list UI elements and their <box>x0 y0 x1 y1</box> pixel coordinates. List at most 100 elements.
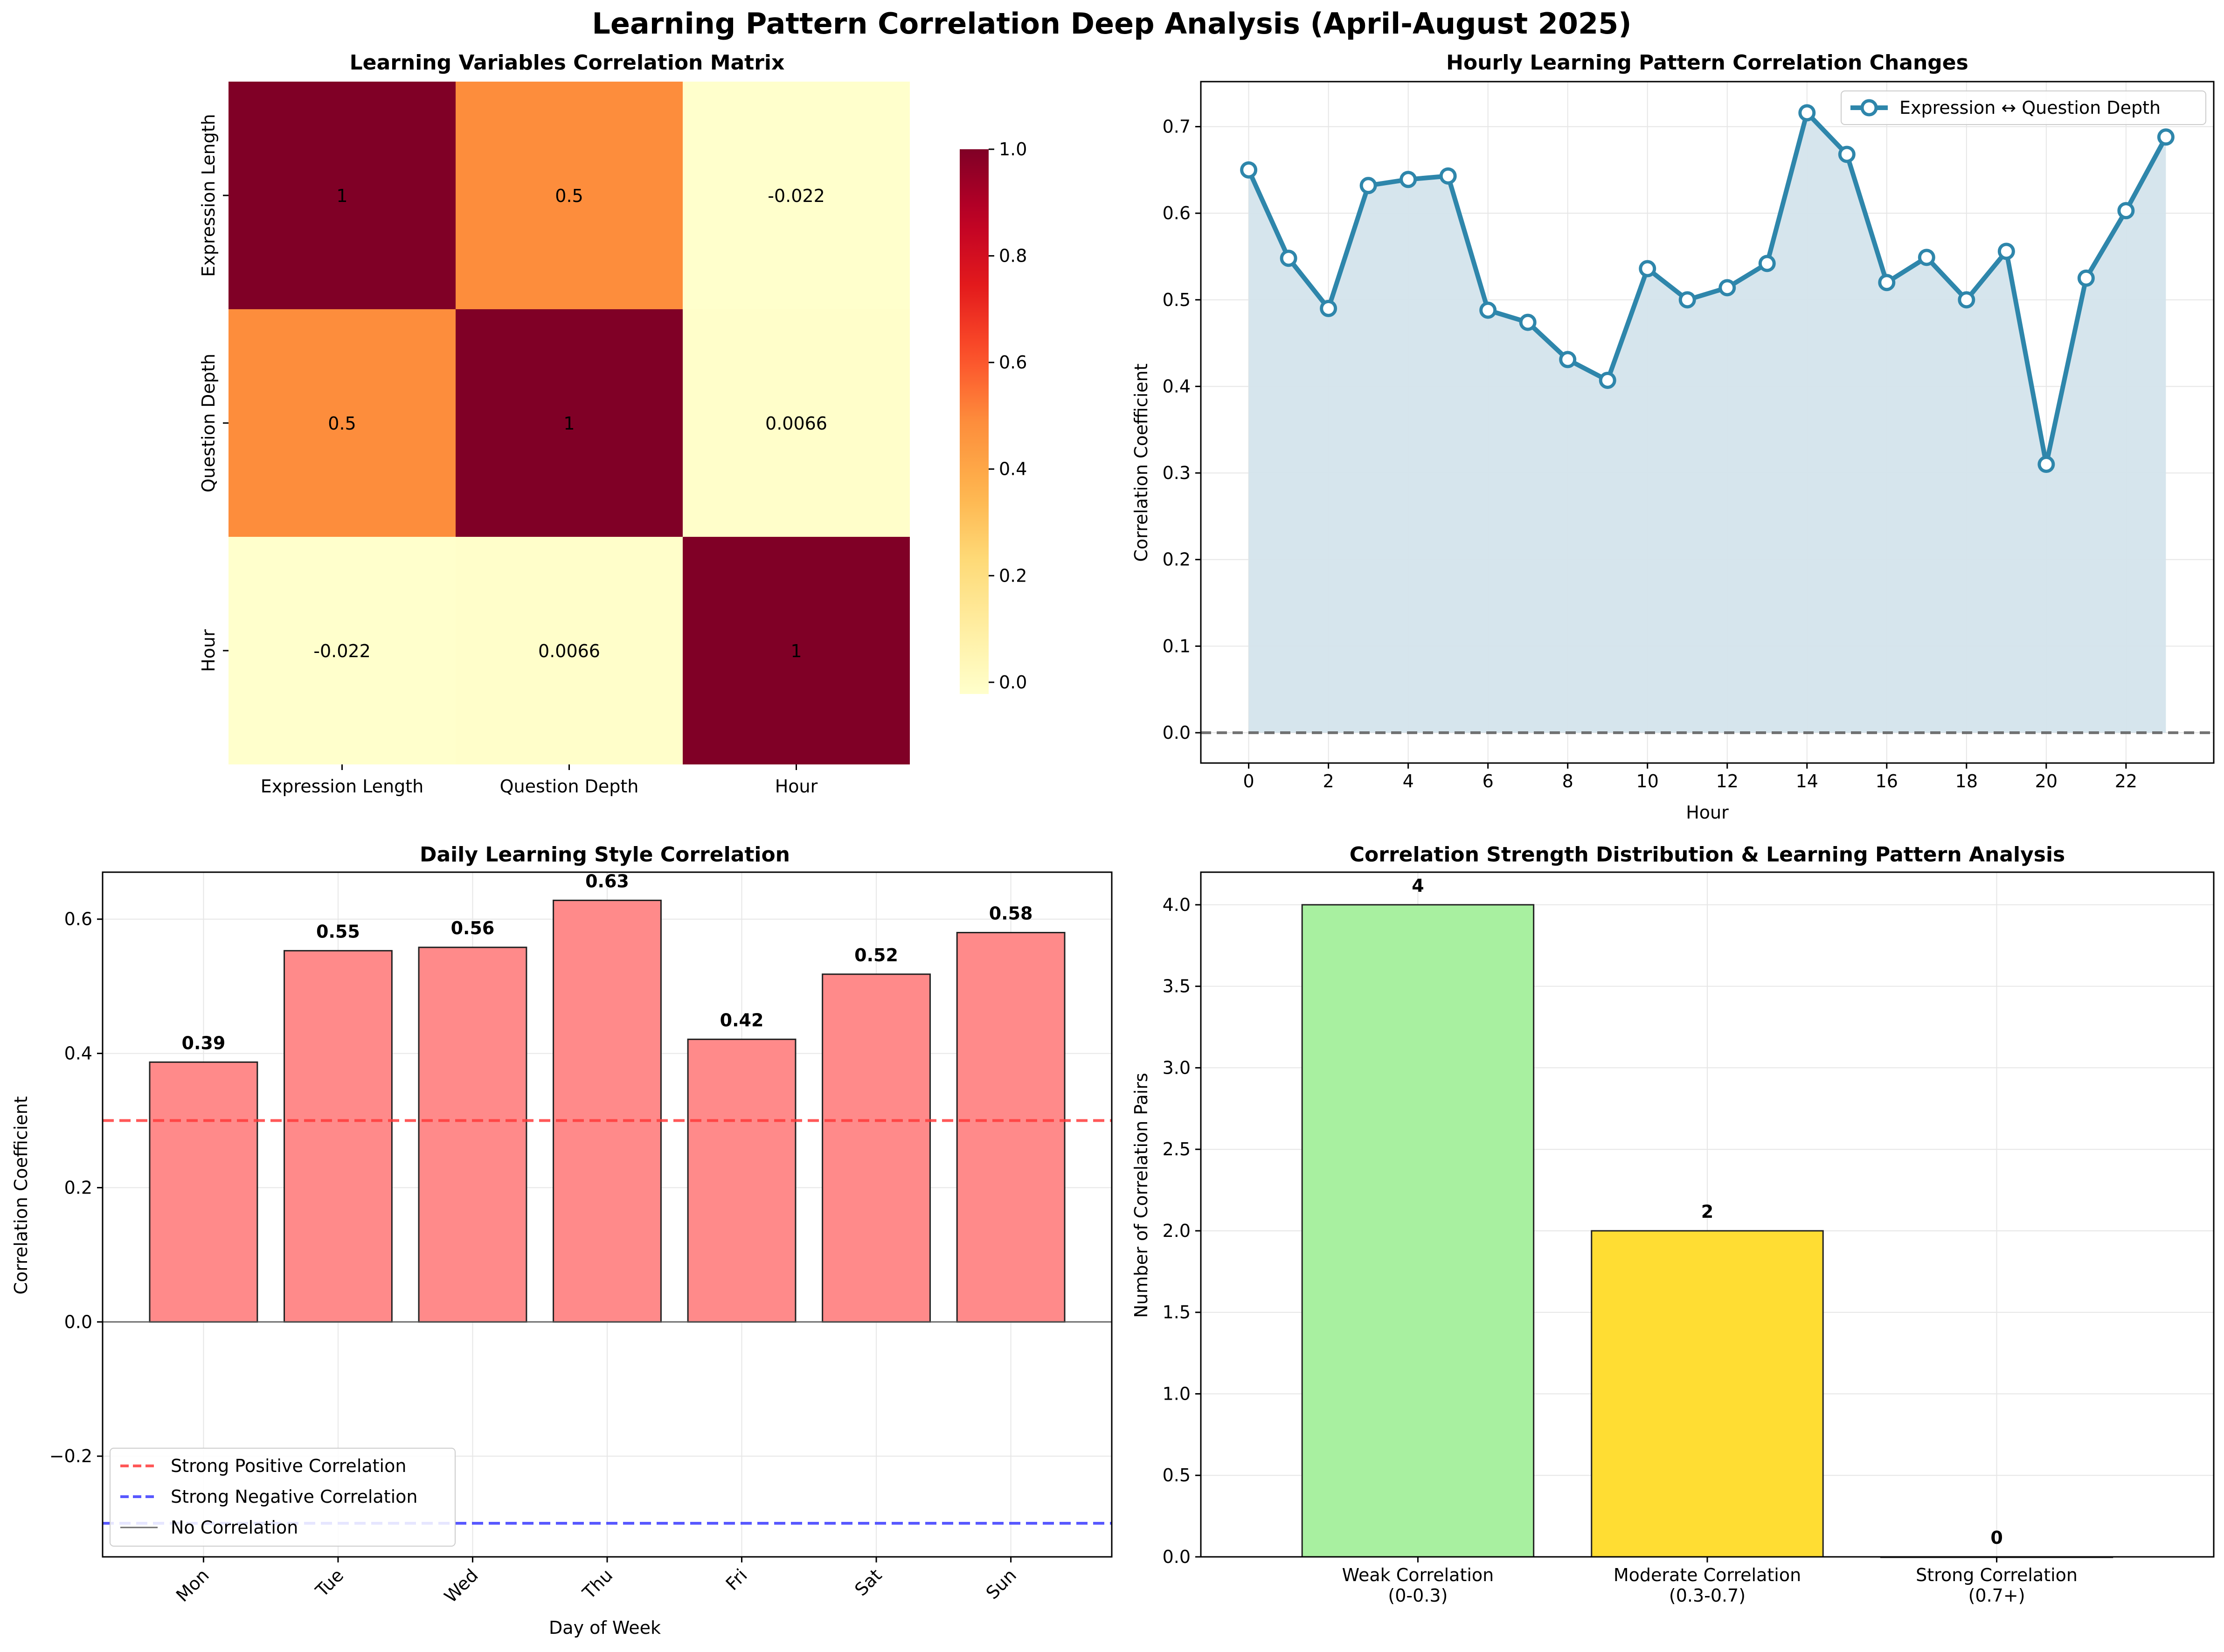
daily-value-label: 0.56 <box>451 918 495 938</box>
hourly-x-tick-label: 20 <box>2035 771 2058 791</box>
hourly-area-fill <box>1248 112 2166 733</box>
daily-value-label: 0.58 <box>989 903 1033 924</box>
heatmap-cell-label: 1 <box>790 641 802 661</box>
strength-x-tick-label: (0.7+) <box>1968 1585 2025 1606</box>
heatmap-cell-label: 0.5 <box>555 186 583 206</box>
colorbar-bar <box>960 149 989 694</box>
strength-x-tick-label: Strong Correlation <box>1916 1565 2078 1585</box>
strength-y-axis-label: Number of Correlation Pairs <box>1131 1073 1151 1318</box>
colorbar-tick-label: 0.4 <box>999 459 1027 479</box>
heatmap-cell <box>456 537 683 764</box>
strength-bar-panel: Correlation Strength Distribution & Lear… <box>1131 843 2215 1606</box>
hourly-x-tick-label: 4 <box>1403 771 1414 791</box>
hourly-y-tick-label: 0.7 <box>1163 117 1191 137</box>
hourly-data-point <box>1439 167 1457 185</box>
daily-legend-label: Strong Positive Correlation <box>171 1456 406 1476</box>
heatmap-colorbar: 0.0 0.2 0.4 0.6 0.8 1.0 <box>960 139 1027 694</box>
heatmap-cells: 1 0.5 -0.022 0.5 1 0.0066 -0.022 0.0066 1 Express… <box>198 82 910 797</box>
hourly-legend-marker <box>1860 99 1878 117</box>
heatmap-y-tick-label: Expression Length <box>198 114 219 277</box>
daily-bar-tue <box>284 950 393 1323</box>
daily-y-axis-label: Correlation Coefficient <box>11 1096 31 1294</box>
hourly-y-tick-label: 0.3 <box>1163 463 1191 483</box>
heatmap-cell-label: -0.022 <box>768 186 825 206</box>
daily-value-label: 0.52 <box>854 945 898 965</box>
strength-bar-moderate-correlation <box>1591 1230 1824 1558</box>
heatmap-y-tick-label: Hour <box>198 629 219 672</box>
daily-value-label: 0.39 <box>182 1033 226 1053</box>
hourly-x-tick-label: 6 <box>1483 771 1494 791</box>
daily-bar-wed <box>418 946 527 1323</box>
heatmap-x-tick-label: Hour <box>775 776 818 797</box>
hourly-data-point <box>1758 255 1776 272</box>
hourly-data-point <box>1240 161 1258 179</box>
daily-legend-box <box>110 1448 456 1547</box>
hourly-data-point <box>1479 301 1497 319</box>
hourly-legend-label: Expression ↔ Question Depth <box>1899 97 2161 118</box>
strength-x-tick-label: (0.3-0.7) <box>1669 1585 1746 1606</box>
strength-x-tick-label: (0-0.3) <box>1388 1585 1448 1606</box>
hourly-data-point <box>1918 249 1935 266</box>
hourly-data-point <box>1997 243 2015 260</box>
daily-y-tick-label: 0.0 <box>64 1312 92 1332</box>
colorbar-tick-label: 1.0 <box>999 139 1027 160</box>
daily-title: Daily Learning Style Correlation <box>420 843 790 867</box>
hourly-x-tick-label: 8 <box>1562 771 1573 791</box>
daily-bar-panel: Daily Learning Style Correlation Day of … <box>11 843 1113 1638</box>
hourly-data-point <box>1798 104 1816 122</box>
daily-bar-mon <box>149 1061 258 1323</box>
hourly-data-point <box>2077 269 2095 287</box>
hourly-data-point <box>1559 351 1577 368</box>
hourly-data-point <box>1519 313 1537 331</box>
heatmap-y-tick-label: Question Depth <box>198 354 219 493</box>
hourly-data-point <box>1359 177 1377 194</box>
heatmap-cell-label: 1 <box>563 413 575 434</box>
hourly-x-tick-label: 14 <box>1796 771 1818 791</box>
hourly-data-point <box>1280 250 1297 267</box>
strength-y-tick-label: 4.0 <box>1163 895 1191 915</box>
colorbar-tick-label: 0.2 <box>999 565 1027 586</box>
hourly-y-tick-label: 0.1 <box>1163 636 1191 656</box>
hourly-y-tick-label: 0.4 <box>1163 376 1191 396</box>
heatmap-x-tick-label: Question Depth <box>500 776 639 797</box>
strength-y-tick-label: 3.0 <box>1163 1057 1191 1078</box>
hourly-x-tick-label: 16 <box>1876 771 1898 791</box>
hourly-title: Hourly Learning Pattern Correlation Chan… <box>1446 51 1968 75</box>
daily-y-tick-label: 0.6 <box>64 909 92 930</box>
strength-y-tick-label: 1.0 <box>1163 1383 1191 1404</box>
hourly-x-tick-label: 10 <box>1636 771 1659 791</box>
strength-plot-area: 4 2 0 Weak Correlation(0-0.3) Moderate Corre… <box>1163 871 2215 1606</box>
daily-x-axis-label: Day of Week <box>549 1617 661 1638</box>
heatmap-cell <box>456 309 683 537</box>
colorbar-tick-label: 0.8 <box>999 246 1027 266</box>
heatmap-cell <box>683 309 910 537</box>
colorbar-tick-label: 0.0 <box>999 672 1027 693</box>
hourly-data-point <box>1878 274 1896 292</box>
heatmap-cell <box>229 309 456 537</box>
strength-value-label: 0 <box>1990 1527 2002 1548</box>
strength-y-tick-label: 0.0 <box>1163 1547 1191 1567</box>
hourly-y-tick-label: 0.2 <box>1163 549 1191 570</box>
heatmap-cell <box>683 82 910 309</box>
daily-value-label: 0.55 <box>316 921 360 942</box>
hourly-x-axis-label: Hour <box>1686 802 1729 823</box>
heatmap-title: Learning Variables Correlation Matrix <box>350 51 785 75</box>
hourly-data-point <box>1599 371 1616 389</box>
hourly-plot-area: 0 2 4 6 8 10 12 14 16 18 20 22 0.0 0.1 0.2 0.3 0.4 0.5 0.6… <box>1163 81 2215 791</box>
hourly-data-point <box>1718 279 1736 297</box>
hourly-data-point <box>1400 171 1417 188</box>
hourly-data-point <box>1639 260 1656 278</box>
daily-y-tick-label: 0.4 <box>64 1043 92 1064</box>
strength-y-tick-label: 1.5 <box>1163 1302 1191 1323</box>
hourly-x-tick-label: 18 <box>1955 771 1978 791</box>
hourly-data-point <box>1958 291 1975 309</box>
hourly-x-tick-label: 12 <box>1716 771 1739 791</box>
hourly-y-tick-label: 0.5 <box>1163 290 1191 310</box>
strength-y-tick-label: 0.5 <box>1163 1465 1191 1485</box>
heatmap-cell <box>229 82 456 309</box>
hourly-data-point <box>2037 456 2055 473</box>
hourly-y-tick-label: 0.6 <box>1163 203 1191 223</box>
heatmap-x-tick-label: Expression Length <box>261 776 423 797</box>
heatmap-panel: Learning Variables Correlation Matrix 1 0… <box>198 51 1027 797</box>
